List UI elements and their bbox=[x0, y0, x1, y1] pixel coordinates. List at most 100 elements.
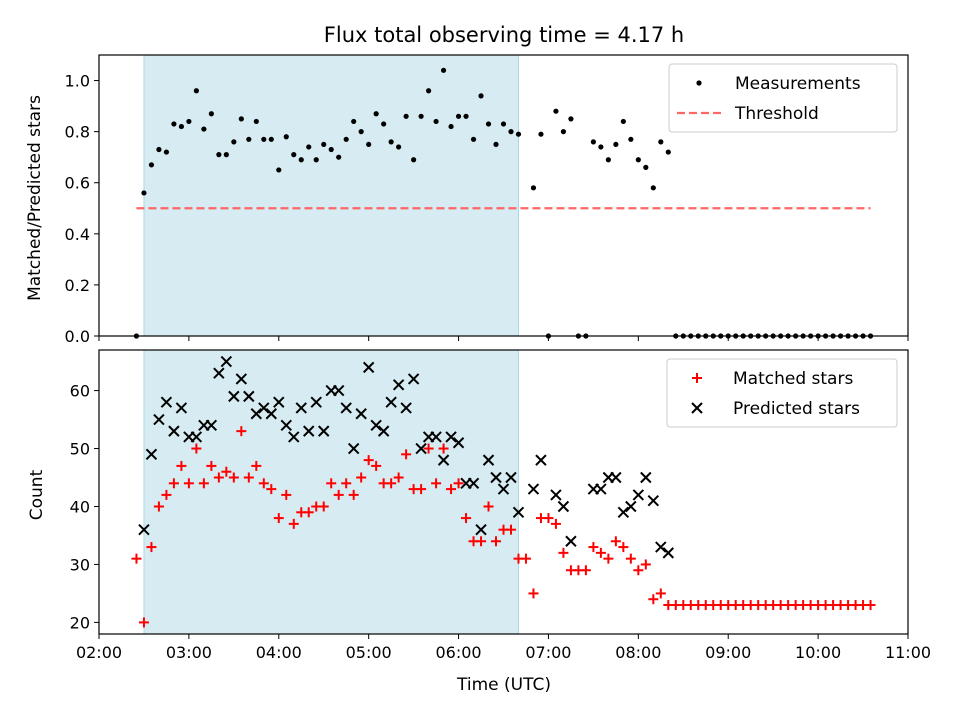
matched-point bbox=[161, 489, 172, 500]
measurement-point bbox=[665, 149, 671, 155]
x-tick-label: 05:00 bbox=[346, 643, 392, 662]
predicted-point bbox=[190, 431, 203, 443]
measurement-point bbox=[313, 157, 319, 163]
matched-point bbox=[393, 472, 404, 483]
measurement-point bbox=[463, 113, 469, 119]
matched-point bbox=[206, 460, 217, 471]
predicted-point bbox=[490, 471, 502, 484]
predicted-point bbox=[228, 390, 240, 403]
matched-point bbox=[476, 536, 487, 547]
top-y-tick-label: 0.2 bbox=[65, 276, 90, 295]
predicted-point-b bbox=[625, 500, 637, 513]
predicted-point-b bbox=[527, 483, 540, 495]
top-legend-box bbox=[668, 63, 898, 133]
legend-measurements-label: Measurements bbox=[735, 74, 861, 94]
predicted-point bbox=[632, 489, 645, 501]
measurement-point bbox=[141, 190, 147, 196]
predicted-point-b bbox=[228, 390, 240, 403]
predicted-point bbox=[400, 402, 412, 414]
measurement-point bbox=[560, 129, 567, 135]
matched-point bbox=[491, 536, 502, 547]
measurement-point bbox=[396, 144, 402, 150]
predicted-point bbox=[377, 425, 390, 437]
matched-point bbox=[213, 472, 224, 483]
predicted-point-b bbox=[205, 419, 218, 432]
predicted-point bbox=[235, 373, 248, 385]
predicted-point-b bbox=[415, 442, 427, 455]
predicted-point bbox=[280, 419, 292, 432]
predicted-point bbox=[482, 454, 495, 466]
measurement-point bbox=[246, 136, 252, 142]
matched-point bbox=[221, 466, 232, 477]
predicted-point-b bbox=[557, 500, 570, 513]
matched-point bbox=[550, 518, 561, 529]
top-y-axis-label: Matched/Predicted stars bbox=[25, 95, 45, 301]
matched-point bbox=[625, 553, 636, 564]
predicted-point-b bbox=[392, 379, 405, 391]
predicted-point bbox=[213, 367, 225, 379]
matched-point bbox=[191, 443, 202, 454]
matched-point bbox=[243, 472, 254, 483]
predicted-point-b bbox=[243, 390, 255, 403]
measurement-point bbox=[223, 152, 229, 158]
predicted-point bbox=[153, 413, 165, 426]
predicted-point bbox=[475, 523, 487, 536]
matched-point bbox=[633, 565, 644, 576]
predicted-point bbox=[220, 355, 233, 368]
measurement-point bbox=[178, 123, 184, 130]
predicted-point bbox=[640, 471, 652, 484]
predicted-point-b bbox=[640, 471, 652, 484]
matched-point bbox=[266, 484, 277, 495]
measurement-point bbox=[598, 144, 604, 150]
predicted-point bbox=[625, 500, 637, 513]
measurement-point bbox=[328, 146, 334, 153]
matched-point bbox=[168, 478, 179, 489]
measurement-point bbox=[343, 136, 349, 142]
matched-point bbox=[341, 478, 352, 489]
matched-point bbox=[153, 501, 164, 512]
measurement-point bbox=[261, 136, 267, 142]
measurement-point bbox=[411, 157, 417, 163]
x-tick-label: 08:00 bbox=[615, 643, 661, 662]
predicted-point-b bbox=[303, 425, 315, 437]
predicted-point bbox=[265, 408, 277, 420]
predicted-point bbox=[243, 390, 255, 403]
predicted-point-b bbox=[467, 477, 480, 490]
predicted-point-b bbox=[490, 471, 502, 484]
predicted-point bbox=[655, 541, 667, 553]
measurement-point bbox=[163, 149, 170, 155]
measurement-point bbox=[643, 164, 649, 170]
predicted-point-b bbox=[632, 489, 645, 501]
predicted-point bbox=[430, 431, 442, 443]
measurement-point bbox=[628, 136, 634, 142]
predicted-point-b bbox=[168, 425, 180, 437]
matched-point bbox=[333, 489, 344, 500]
measurement-point bbox=[306, 144, 312, 150]
predicted-point-b bbox=[610, 471, 622, 484]
measurement-point bbox=[238, 116, 244, 122]
measurement-point bbox=[351, 118, 357, 125]
matched-point bbox=[416, 484, 427, 495]
predicted-point bbox=[250, 408, 263, 420]
predicted-point bbox=[318, 425, 330, 437]
predicted-point bbox=[295, 402, 307, 414]
measurement-point bbox=[650, 185, 656, 191]
predicted-point-b bbox=[138, 523, 150, 536]
predicted-point bbox=[168, 425, 180, 437]
predicted-point bbox=[550, 489, 562, 501]
matched-point bbox=[610, 536, 621, 547]
matched-point bbox=[543, 513, 554, 524]
x-tick-label: 09:00 bbox=[705, 643, 751, 662]
matched-point bbox=[326, 478, 337, 489]
measurement-point bbox=[485, 121, 492, 127]
measurement-point bbox=[478, 93, 484, 99]
bottom-y-tick-label: 50 bbox=[70, 440, 90, 459]
legend-predicted-label: Predicted stars bbox=[733, 399, 860, 419]
top-y-tick-label: 0.0 bbox=[65, 327, 90, 346]
predicted-point-b bbox=[318, 425, 330, 437]
predicted-point bbox=[505, 471, 517, 484]
matched-point bbox=[595, 547, 606, 558]
predicted-point-b bbox=[213, 367, 225, 379]
measurement-point bbox=[253, 118, 259, 125]
matched-point bbox=[431, 478, 442, 489]
